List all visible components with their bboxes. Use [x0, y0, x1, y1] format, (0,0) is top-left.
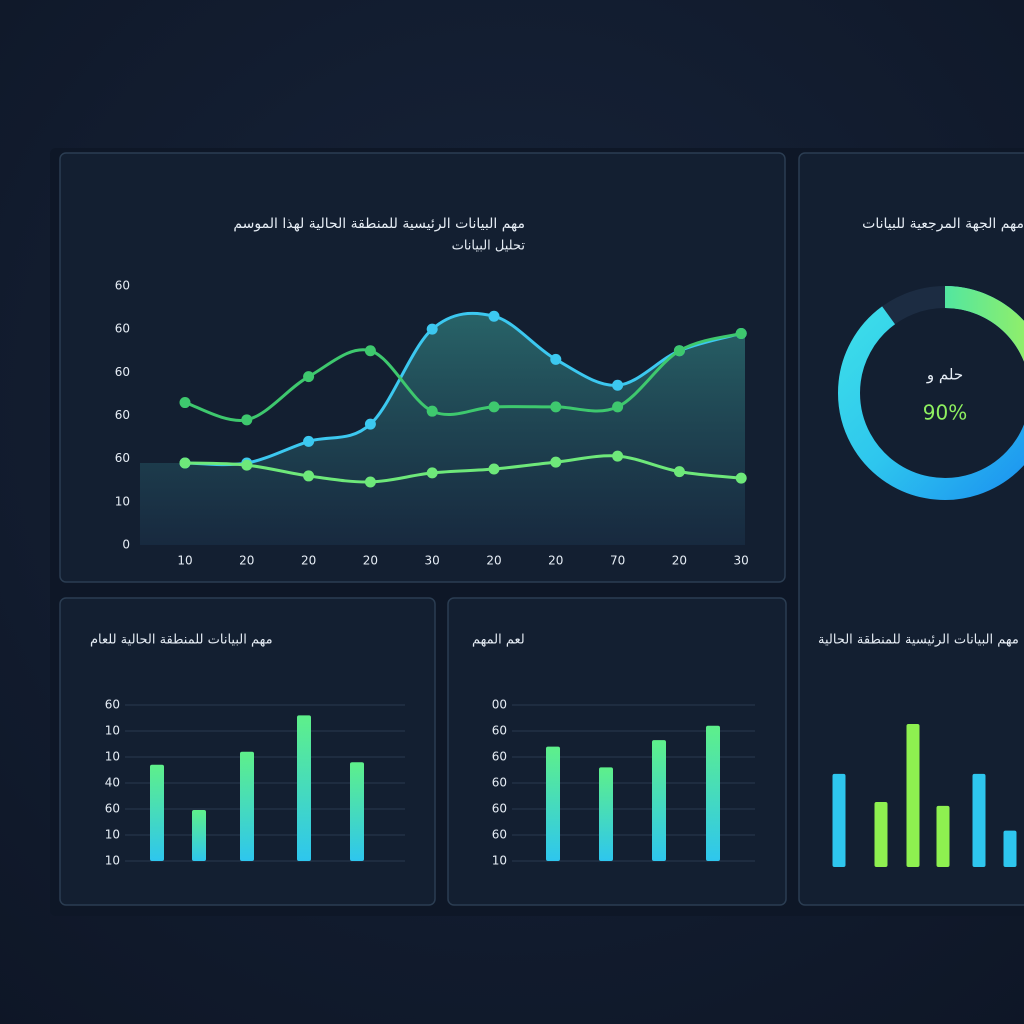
bar [936, 805, 950, 867]
line [184, 454, 742, 484]
point [426, 405, 438, 417]
x-tick-label: 20 [486, 554, 501, 568]
x-tick-label: 30 [734, 554, 749, 568]
point [735, 472, 747, 484]
x-tick-label: 70 [610, 554, 625, 568]
chart-title: مهم الجهة المرجعية للبيانات [862, 216, 1024, 232]
y-tick-label: 0 [122, 538, 130, 552]
donut-value: 90% [923, 401, 967, 425]
y-tick-label: 60 [492, 724, 507, 738]
y-tick-label: 60 [492, 802, 507, 816]
bar [706, 725, 720, 861]
panel [447, 597, 787, 906]
point [303, 470, 315, 482]
point [364, 345, 376, 357]
point [241, 414, 253, 426]
bar [652, 740, 666, 861]
y-tick-label: 60 [492, 828, 507, 842]
point [364, 418, 376, 430]
line [184, 332, 742, 422]
y-tick-label: 60 [115, 279, 130, 293]
point [735, 327, 747, 339]
y-tick-label: 60 [115, 451, 130, 465]
bar [192, 810, 206, 861]
bar [1003, 830, 1017, 867]
y-tick-label: 10 [105, 724, 120, 738]
y-tick-label: 60 [115, 365, 130, 379]
bar [972, 773, 986, 867]
point [612, 401, 624, 413]
point [364, 476, 376, 488]
x-tick-label: 20 [363, 554, 378, 568]
point [612, 450, 624, 462]
point [488, 401, 500, 413]
bar [599, 767, 613, 861]
y-tick-label: 60 [115, 322, 130, 336]
bar [546, 746, 560, 861]
x-tick-label: 30 [425, 554, 440, 568]
x-tick-label: 20 [672, 554, 687, 568]
point [550, 456, 562, 468]
point [426, 323, 438, 335]
chart-title: مهم البيانات الرئيسية للمنطقة الحالية [818, 633, 1019, 648]
point [426, 467, 438, 479]
bar [240, 751, 254, 861]
bar [350, 762, 364, 861]
bar [150, 764, 164, 861]
y-tick-label: 60 [105, 802, 120, 816]
point [179, 457, 191, 469]
chart-subtitle: تحليل البيانات [452, 239, 526, 254]
y-tick-label: 40 [105, 776, 120, 790]
x-tick-label: 20 [301, 554, 316, 568]
point [179, 397, 191, 409]
point [673, 466, 685, 478]
x-tick-label: 20 [239, 554, 254, 568]
y-tick-label: 10 [105, 750, 120, 764]
chart-title: لعم المهم [472, 633, 525, 648]
y-tick-label: 10 [105, 854, 120, 868]
chart-title: مهم البيانات للمنطقة الحالية للعام [90, 633, 273, 648]
y-tick-label: 60 [492, 776, 507, 790]
y-tick-label: 60 [105, 698, 120, 712]
point [488, 463, 500, 475]
point [550, 353, 562, 365]
area [140, 313, 745, 545]
donut-label: حلم و [926, 366, 963, 384]
x-tick-label: 20 [548, 554, 563, 568]
y-tick-label: 10 [115, 494, 130, 508]
donut-arc-highlight [944, 286, 1024, 362]
bar [832, 773, 846, 867]
chart-title: مهم البيانات الرئيسية للمنطقة الحالية له… [233, 216, 525, 232]
bar [874, 802, 888, 867]
point [303, 371, 315, 383]
point [550, 401, 562, 413]
y-tick-label: 60 [492, 750, 507, 764]
y-tick-label: 00 [492, 698, 507, 712]
line [184, 311, 742, 467]
x-tick-label: 10 [177, 554, 192, 568]
y-tick-label: 10 [492, 854, 507, 868]
point [303, 435, 315, 447]
point [241, 459, 253, 471]
point [673, 345, 685, 357]
y-tick-label: 60 [115, 408, 130, 422]
y-tick-label: 10 [105, 828, 120, 842]
bar [906, 724, 920, 867]
bar [297, 715, 311, 861]
point [488, 310, 500, 322]
point [612, 379, 624, 391]
